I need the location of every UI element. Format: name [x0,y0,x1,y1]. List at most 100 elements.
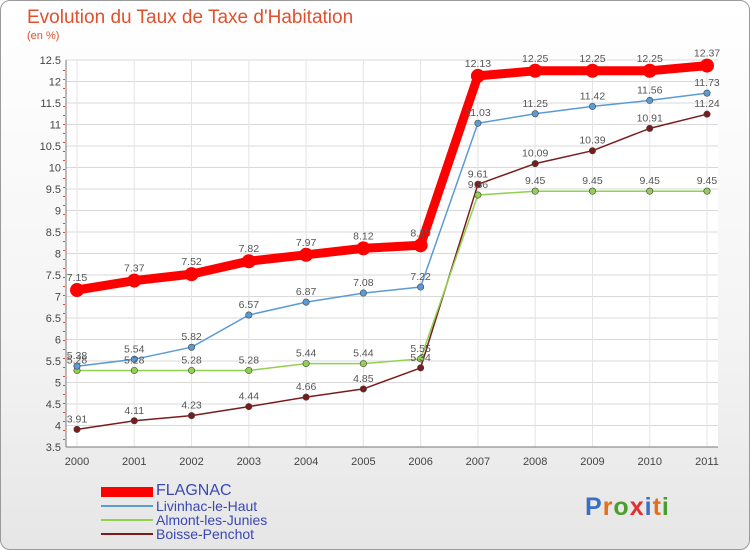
data-point [359,360,367,368]
x-tick-label: 2000 [65,456,89,468]
data-label: 5.44 [353,348,374,360]
data-point [531,160,539,168]
x-tick-label: 2008 [523,456,547,468]
series-line [72,61,712,295]
y-tick-label: 11 [50,120,61,132]
data-point [245,311,253,319]
data-point [531,110,539,118]
data-label: 4.23 [181,400,202,412]
data-label: 3.91 [67,413,88,425]
x-tick-label: 2010 [637,456,661,468]
legend-label-boisse: Boisse-Penchot [156,526,255,542]
data-point [585,63,600,78]
data-point [474,180,482,188]
logo-letter: o [613,493,630,521]
logo-letter: P [585,493,603,521]
y-tick-label: 9 [55,206,61,218]
data-point [356,241,371,256]
data-point [245,403,253,411]
data-point [299,247,314,262]
data-label: 5.44 [296,348,317,360]
data-point [245,366,253,374]
data-point [531,187,539,195]
logo-letter: i [661,493,670,521]
data-label: 5.82 [181,331,202,343]
y-tick-label: 8 [55,249,61,261]
y-tick-label: 6.5 [46,313,61,325]
data-point [703,110,711,118]
logo-letter: r [602,493,614,521]
data-point [642,63,657,78]
data-point [130,355,138,363]
data-point [73,362,81,370]
x-tick-label: 2001 [122,456,146,468]
data-label: 8.12 [353,230,374,242]
data-label: 9.45 [582,175,603,187]
data-label: 5.34 [410,352,431,364]
y-tick-label: 12 [49,77,61,89]
data-point [588,102,596,110]
data-point [417,283,425,291]
data-label: 12.25 [579,53,605,65]
x-tick-label: 2005 [351,456,375,468]
data-point [188,366,196,374]
data-point [470,68,485,83]
legend-swatch-flagnac [101,487,153,497]
data-point [474,191,482,199]
data-label: 12.25 [637,53,663,65]
data-label: 4.85 [353,373,374,385]
data-point [302,360,310,368]
data-label: 11.25 [522,98,548,110]
y-tick-label: 3.5 [46,442,61,454]
data-label: 9.45 [697,175,718,187]
proxiti-logo: Proxiti [585,493,670,522]
data-point [528,63,543,78]
data-label: 7.15 [67,272,88,284]
x-tick-label: 2002 [179,456,203,468]
data-label: 8.19 [410,227,431,239]
data-label: 12.25 [522,53,548,65]
data-label: 9.36 [468,179,489,191]
data-point [70,283,84,298]
data-label: 7.22 [410,271,431,283]
data-label: 7.37 [124,263,145,275]
legend-swatch-almont [101,519,153,521]
y-tick-label: 4 [55,421,61,433]
data-point [130,366,138,374]
data-point [188,412,196,420]
x-tick-label: 2004 [294,456,318,468]
data-point [413,238,428,253]
data-label: 9.61 [468,168,489,180]
data-label: 4.44 [239,391,260,403]
series-line [76,190,708,372]
data-point [703,187,711,195]
y-tick-label: 5.5 [46,356,61,368]
y-tick-label: 4.5 [46,399,61,411]
data-point [588,147,596,155]
data-point [184,267,199,282]
chart-title: Evolution du Taux de Taxe d'Habitation [27,7,354,28]
x-tick-label: 2009 [580,456,604,468]
legend-label-almont: Almont-les-Junies [156,512,268,528]
data-label: 11.03 [465,107,491,119]
data-label: 7.82 [239,243,260,255]
y-tick-label: 11.5 [40,98,61,110]
data-label: 4.66 [296,381,317,393]
data-label: 7.97 [296,237,317,249]
chart-subtitle: (en %) [27,30,60,42]
data-point [127,273,142,288]
data-label: 6.87 [296,286,317,298]
legend-swatch-boisse [101,533,153,535]
x-tick-label: 2007 [466,456,490,468]
y-tick-label: 5 [55,378,61,390]
data-label: 11.56 [637,84,663,96]
data-label: 10.91 [637,112,663,124]
logo-letter: x [629,493,645,521]
logo-letter: t [652,493,662,521]
data-point [359,289,367,297]
data-point [302,393,310,401]
data-label: 5.28 [67,354,88,366]
data-label: 7.52 [181,256,202,268]
data-label: 11.42 [580,90,606,102]
